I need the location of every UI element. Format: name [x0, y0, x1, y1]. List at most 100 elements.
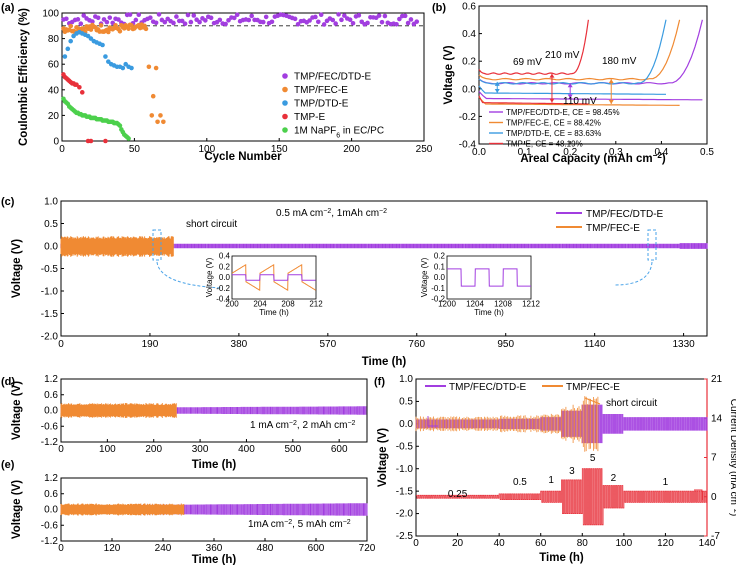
y-tick-label: 1.2 — [44, 374, 58, 385]
x-tick-label: 190 — [142, 339, 159, 350]
point-tmp-fec-dtd — [153, 20, 159, 26]
inset-x-tick: 1200 — [438, 300, 456, 309]
series-tmp-fec — [415, 396, 599, 452]
y2-tick-label: 21 — [711, 374, 723, 385]
point-tmp-fec-dtd — [133, 17, 139, 23]
y-axis-title: Voltage (V) — [11, 480, 23, 539]
point-tmp-fec-dtd — [260, 19, 266, 25]
panel-f-plot: 0 20 40 60 80 100 120 140-2.5-2.0-1.5-1.0-0.50.… — [377, 374, 736, 564]
legend-marker — [282, 127, 288, 133]
x-tick-label: 100 — [616, 538, 633, 549]
point-tmp-fec — [106, 29, 111, 35]
inset-y-tick: 0.0 — [434, 273, 446, 282]
inset-y-tick: -0.2 — [431, 295, 445, 304]
point-2 — [120, 65, 126, 71]
point-tmp-fec-dtd — [101, 17, 107, 22]
x-tick-label: 120 — [657, 538, 674, 549]
point-tmp-fec-dtd — [321, 22, 327, 27]
y-tick-label: -0.6 — [41, 421, 59, 432]
point-tmp-fec-dtd — [191, 13, 197, 18]
x-tick-label: 570 — [319, 339, 336, 350]
point-tmp-fec-dtd — [208, 15, 214, 21]
short-circuit-label: short circuit — [186, 219, 237, 230]
point-tmp-fec-dtd — [234, 12, 240, 18]
x-tick-label: 600 — [331, 444, 348, 455]
x-tick-label: 950 — [497, 339, 514, 350]
inset-y-title: Voltage (V) — [205, 257, 214, 297]
y-tick-label: 0.0 — [44, 505, 58, 516]
short-circuit-pointer — [584, 397, 601, 405]
y-tick-label: 0.2 — [462, 57, 476, 68]
zoom-box-1 — [152, 229, 162, 261]
x-tick-label: 1140 — [584, 339, 606, 350]
y-tick-label: 0 — [53, 137, 59, 148]
x-tick-label: 80 — [577, 538, 589, 549]
point-tmp-fec — [150, 93, 156, 99]
inset-curve-2 — [232, 274, 316, 281]
annotation-69mv: 69 mV — [513, 57, 542, 68]
y2-tick-label: 7 — [711, 453, 717, 464]
y-tick-label: -1.5 — [41, 309, 59, 320]
panel-d-plot: 0 100 200 300 400 500 600 -1.2 -0.6 0.0 0.6 1.2 Time… — [11, 374, 368, 471]
legend-marker — [282, 100, 288, 106]
x-tick-label: 400 — [238, 444, 255, 455]
x-tick-label: 720 — [359, 543, 376, 554]
inset-x-tick: 200 — [225, 300, 239, 309]
point-tmp-fec-dtd — [107, 15, 113, 20]
series-tmp-fec — [60, 503, 185, 516]
x-tick-label: 250 — [416, 144, 433, 155]
x-tick-label: 0.0 — [472, 147, 486, 158]
y-tick-label: 40 — [48, 85, 60, 96]
current-step-label: 0.5 — [513, 477, 527, 488]
point-tmp-fec-dtd — [269, 19, 275, 25]
point-tmp-fec-dtd — [197, 19, 202, 25]
x-tick-label: 0 — [413, 538, 419, 549]
legend-label: TMP/FEC/DTD-E — [294, 72, 372, 83]
y-tick-label: 1.0 — [44, 197, 58, 208]
legend-label: TMP/FEC/DTD-E — [449, 382, 527, 393]
y-tick-label: 20 — [48, 111, 60, 122]
x-tick-label: 0 — [58, 339, 64, 350]
x-tick-label: 600 — [308, 543, 325, 554]
inset-x-tick: 208 — [281, 300, 295, 309]
arrow-head — [494, 88, 500, 93]
point-tmp-fec-dtd — [397, 16, 402, 22]
point-tmp-fec-dtd — [313, 14, 318, 20]
legend-label: TMP/DTD-E — [294, 99, 349, 110]
point-tmp-fec-dtd — [315, 19, 321, 25]
y-tick-label: 100 — [42, 9, 59, 20]
annotation-180mv: 180 mV — [602, 56, 637, 67]
y-tick-label: 0.5 — [399, 397, 413, 408]
panel-label-c: (c) — [1, 196, 15, 208]
point-tmp-fec-dtd — [249, 13, 254, 19]
point-tmp-fec — [158, 113, 163, 118]
inset-x-title: Time (h) — [474, 308, 504, 317]
point-3 — [77, 84, 82, 90]
axis-pointer-right — [694, 489, 703, 500]
current-step-label: 5 — [590, 453, 596, 464]
y-tick-label: -1.0 — [396, 464, 414, 475]
point-2 — [65, 46, 71, 52]
axes-frame — [415, 378, 708, 537]
point-tmp-fec-dtd — [402, 13, 408, 19]
point-tmp-fec-dtd — [382, 13, 388, 19]
y-tick-label: -1.2 — [41, 536, 59, 547]
x-tick-label: 760 — [408, 339, 425, 350]
x-tick-label: 0 — [58, 444, 64, 455]
legend-label: TMP/FEC-E — [586, 223, 640, 234]
current-step-label: 0.25 — [448, 489, 468, 500]
axes-frame — [60, 200, 708, 337]
point-tmp-fec-dtd — [104, 19, 110, 25]
y-tick-label: -0.5 — [41, 264, 59, 275]
gcd-curve — [478, 19, 589, 75]
y-tick-label: -0.4 — [459, 140, 477, 151]
point-tmp-fec-dtd — [292, 16, 298, 22]
x-tick-label: 120 — [104, 543, 121, 554]
inset-y-tick: -0.1 — [431, 284, 445, 293]
panel-label-d: (d) — [1, 376, 15, 388]
point-tmp-fec-dtd — [185, 12, 191, 18]
point-tmp-fec-dtd — [90, 19, 95, 24]
inset-y-title: Voltage (V) — [420, 257, 429, 297]
legend-marker — [282, 113, 288, 120]
